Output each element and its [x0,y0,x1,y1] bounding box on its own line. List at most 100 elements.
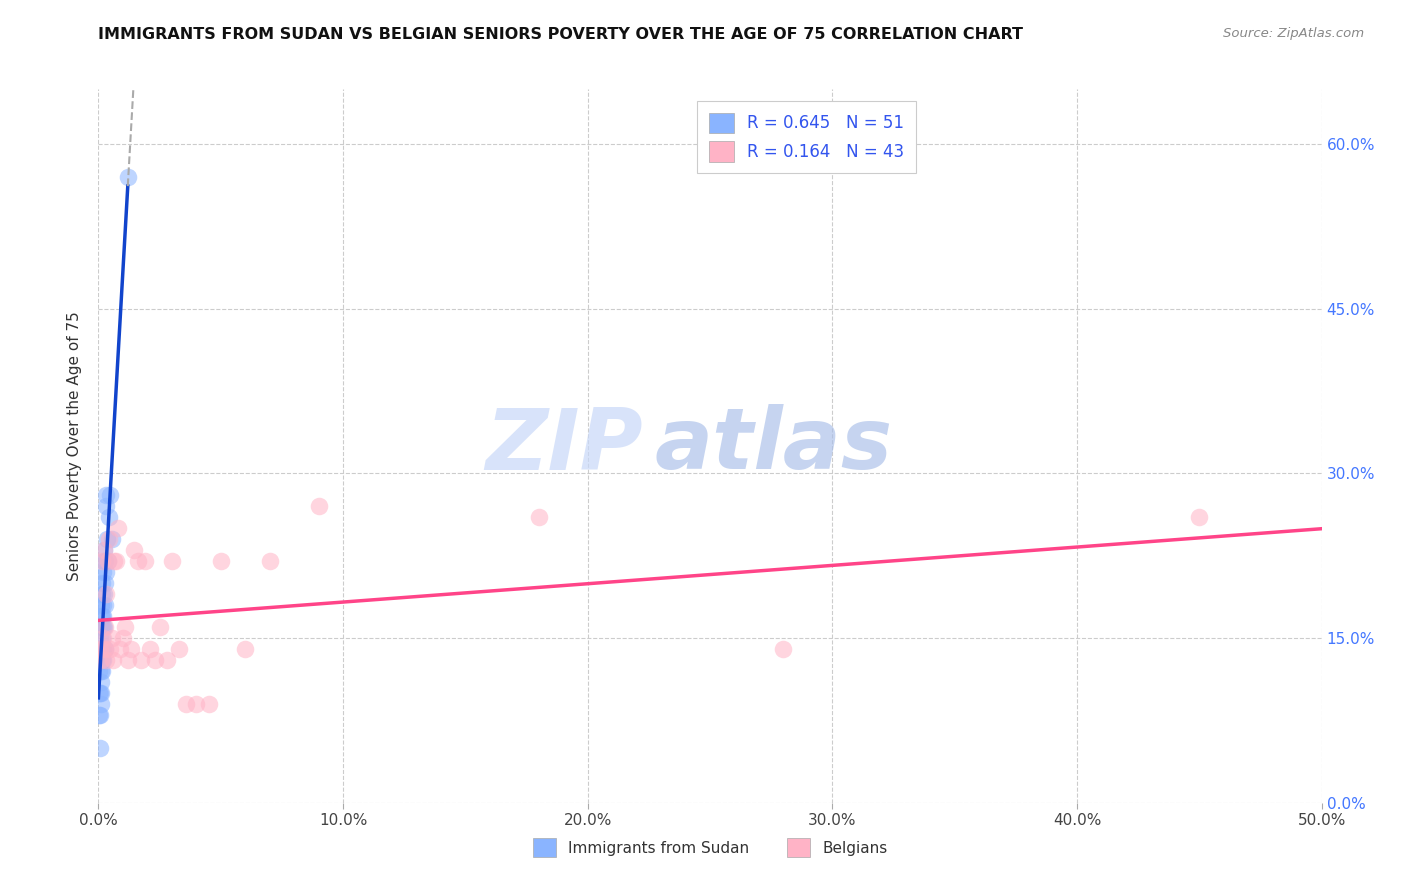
Point [93,587,115,601]
Point [139,642,162,657]
Point [186,697,208,711]
Point [89,664,111,678]
Point [94,500,117,514]
Point [93,543,115,558]
Point [91,576,114,591]
Point [90,686,112,700]
Point [97,554,120,568]
Point [91,653,114,667]
Point [259,554,281,568]
Text: atlas: atlas [655,404,893,488]
Point [91,620,114,634]
Point [91,566,114,580]
Point [91,642,114,657]
Point [93,554,115,568]
Point [90,642,112,657]
Point [96,533,118,547]
Point [90,664,112,678]
Point [94,642,117,657]
Point [308,500,330,514]
Point [87,686,110,700]
Point [105,554,128,568]
Point [89,686,111,700]
Point [89,642,111,657]
Point [101,533,124,547]
Point [91,587,114,601]
Point [96,488,118,502]
Point [111,631,134,645]
Point [93,598,115,612]
Point [110,642,132,657]
Point [91,631,114,645]
Point [97,510,120,524]
Point [96,566,118,580]
Point [96,587,118,601]
Point [167,642,190,657]
Point [90,664,112,678]
Point [176,697,198,711]
Text: Source: ZipAtlas.com: Source: ZipAtlas.com [1223,27,1364,40]
Point [93,543,115,558]
Point [527,510,550,524]
Point [103,554,125,568]
Point [89,653,111,667]
Point [89,708,111,723]
Point [97,533,120,547]
Point [122,543,145,558]
Point [143,653,166,667]
Point [120,642,142,657]
Point [91,598,114,612]
Point [149,620,172,634]
Point [90,697,112,711]
Point [90,609,112,624]
Point [209,554,232,568]
Point [90,620,112,634]
Point [90,653,112,667]
Point [101,631,124,645]
Point [117,169,139,184]
Text: ZIP: ZIP [485,404,643,488]
Point [89,708,111,723]
Point [91,554,114,568]
Point [117,653,139,667]
Point [89,642,111,657]
Point [94,653,117,667]
Point [160,554,183,568]
Point [98,488,121,502]
Point [91,642,114,657]
Point [91,631,114,645]
Text: IMMIGRANTS FROM SUDAN VS BELGIAN SENIORS POVERTY OVER THE AGE OF 75 CORRELATION : IMMIGRANTS FROM SUDAN VS BELGIAN SENIORS… [98,27,1024,42]
Point [90,653,112,667]
Point [772,642,794,657]
Point [91,642,114,657]
Point [94,576,117,591]
Point [97,554,120,568]
Point [90,609,112,624]
Y-axis label: Seniors Poverty Over the Age of 75: Seniors Poverty Over the Age of 75 [67,311,83,581]
Point [90,642,112,657]
Legend: Immigrants from Sudan, Belgians: Immigrants from Sudan, Belgians [526,832,894,863]
Point [89,740,111,755]
Point [90,675,112,690]
Point [94,642,117,657]
Point [94,554,117,568]
Point [98,642,121,657]
Point [197,697,219,711]
Point [134,554,156,568]
Point [1188,510,1211,524]
Point [89,642,111,657]
Point [89,653,111,667]
Point [107,521,129,535]
Point [91,609,114,624]
Point [129,653,152,667]
Point [114,620,136,634]
Point [156,653,179,667]
Point [89,631,111,645]
Point [101,653,124,667]
Point [90,598,112,612]
Point [233,642,256,657]
Point [93,620,115,634]
Point [127,554,149,568]
Point [93,620,115,634]
Point [90,620,112,634]
